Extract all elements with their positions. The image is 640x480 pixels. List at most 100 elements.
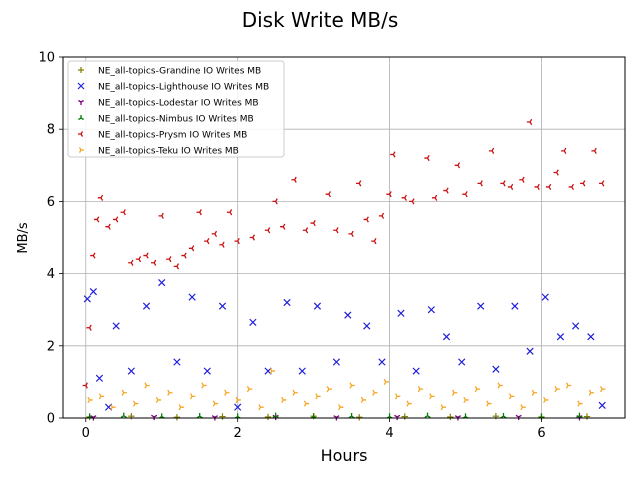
legend-marker [78,147,84,153]
series-1 [83,279,606,411]
series-5 [87,367,606,411]
data-point [492,365,500,373]
data-point [451,389,458,396]
data-point [98,393,105,400]
legend-marker [78,99,84,105]
data-point [424,412,431,418]
data-point [348,412,355,419]
y-tick-label: 10 [38,51,55,66]
data-point [372,389,378,396]
data-point [204,238,210,245]
data-point [588,389,595,396]
data-point [196,209,202,216]
data-point [443,187,449,194]
data-point [196,412,203,419]
data-point [142,302,151,310]
y-axis: 0 2 4 6 8 10 [38,51,63,427]
data-point [83,295,91,303]
data-point [281,396,287,404]
data-point [158,212,164,219]
data-point [219,241,225,248]
data-point [394,393,401,400]
legend-entry-label: NE_all-topics-Lodestar IO Writes MB [98,99,259,109]
data-point [561,147,567,154]
data-point [188,293,196,301]
legend-box [67,60,285,158]
data-point [458,358,466,366]
data-point [218,302,227,310]
data-point [338,404,344,411]
data-point [112,322,120,330]
series-4 [82,118,605,389]
y-axis-label: MB/s [16,222,31,254]
y-tick-label: 8 [47,123,55,138]
data-point [442,333,451,341]
data-point [105,223,111,230]
x-tick-label: 4 [385,426,393,441]
data-point [326,386,333,393]
data-point [302,227,309,234]
data-point [97,194,104,201]
data-point [246,386,253,393]
data-point [401,194,407,201]
data-point [600,386,606,393]
data-point [120,209,126,216]
data-point [500,412,507,419]
data-point [349,382,355,389]
data-point [173,414,181,421]
data-point [355,414,363,421]
data-point [427,306,435,314]
data-point [264,413,272,421]
data-point [158,413,165,419]
data-point [87,396,93,404]
chart-title: Disk Write MB/s [242,8,399,32]
data-point [543,396,549,404]
data-point [173,263,180,270]
data-point [325,191,331,198]
data-point [235,396,241,404]
data-point [144,382,150,389]
data-point [283,298,291,307]
data-point [313,302,322,310]
data-point [224,389,230,396]
data-point [401,413,408,420]
data-point [412,367,420,375]
data-point [291,176,297,183]
data-point [363,322,371,330]
legend-entry-label: NE_all-topics-Teku IO Writes MB [98,147,239,157]
data-point [511,302,519,310]
data-point [526,347,534,355]
data-point [303,400,310,407]
data-point [534,183,540,191]
y-tick-label: 6 [47,195,55,210]
data-point [519,176,525,183]
data-point [82,382,88,389]
legend-entry-label: NE_all-topics-Lighthouse IO Writes MB [98,83,269,93]
data-point [178,404,184,411]
data-point [486,400,492,407]
x-axis-label: Hours [321,446,368,465]
data-point [143,252,149,259]
data-point [515,414,522,421]
data-point [508,393,515,400]
data-point [151,414,158,421]
data-point [211,230,218,237]
data-point [315,393,321,400]
data-point [447,413,454,421]
data-point [132,400,139,407]
data-point [440,404,446,411]
data-point [565,382,572,389]
data-point [576,412,583,418]
legend-marker [78,67,84,73]
data-point [86,324,92,331]
data-point [167,389,173,396]
data-point [474,386,481,393]
data-point [280,223,286,230]
data-point [556,333,565,341]
data-point [226,209,233,216]
data-point [378,358,386,366]
data-point [424,154,430,162]
data-point [572,322,580,330]
data-point [355,180,362,187]
